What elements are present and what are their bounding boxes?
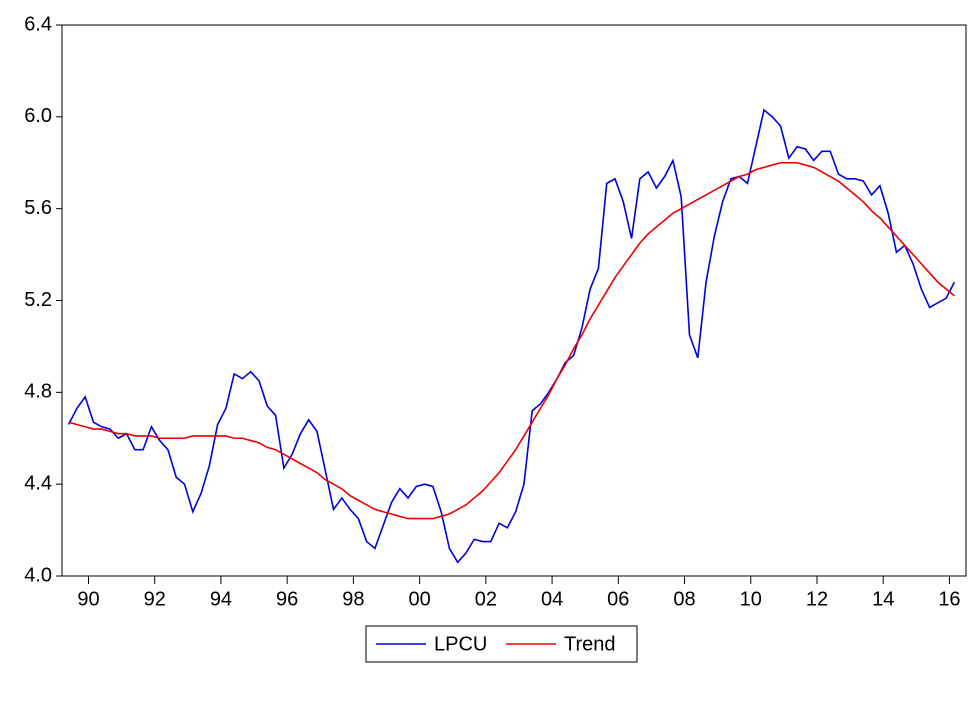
legend-label: Trend: [564, 633, 616, 655]
y-tick-label: 6.0: [24, 105, 52, 127]
x-tick-label: 10: [740, 588, 762, 610]
y-tick-label: 5.6: [24, 197, 52, 219]
x-tick-label: 94: [210, 588, 232, 610]
y-tick-label: 6.4: [24, 13, 52, 35]
y-tick-label: 4.4: [24, 472, 52, 494]
x-tick-label: 08: [673, 588, 695, 610]
x-tick-label: 90: [77, 588, 99, 610]
y-tick-label: 4.0: [24, 564, 52, 586]
x-tick-label: 00: [409, 588, 431, 610]
x-tick-label: 14: [872, 588, 894, 610]
x-tick-label: 12: [806, 588, 828, 610]
x-tick-label: 96: [276, 588, 298, 610]
x-tick-label: 02: [475, 588, 497, 610]
x-tick-label: 04: [541, 588, 563, 610]
y-tick-label: 5.2: [24, 289, 52, 311]
y-tick-label: 4.8: [24, 381, 52, 403]
data-line: [68, 161, 955, 520]
plot-frame: [61, 24, 967, 577]
x-tick-label: 16: [938, 588, 960, 610]
x-tick-label: 92: [144, 588, 166, 610]
x-tick-label: 98: [342, 588, 364, 610]
x-tick-label: 06: [607, 588, 629, 610]
data-line: [67, 108, 956, 564]
legend-label: LPCU: [434, 633, 487, 655]
